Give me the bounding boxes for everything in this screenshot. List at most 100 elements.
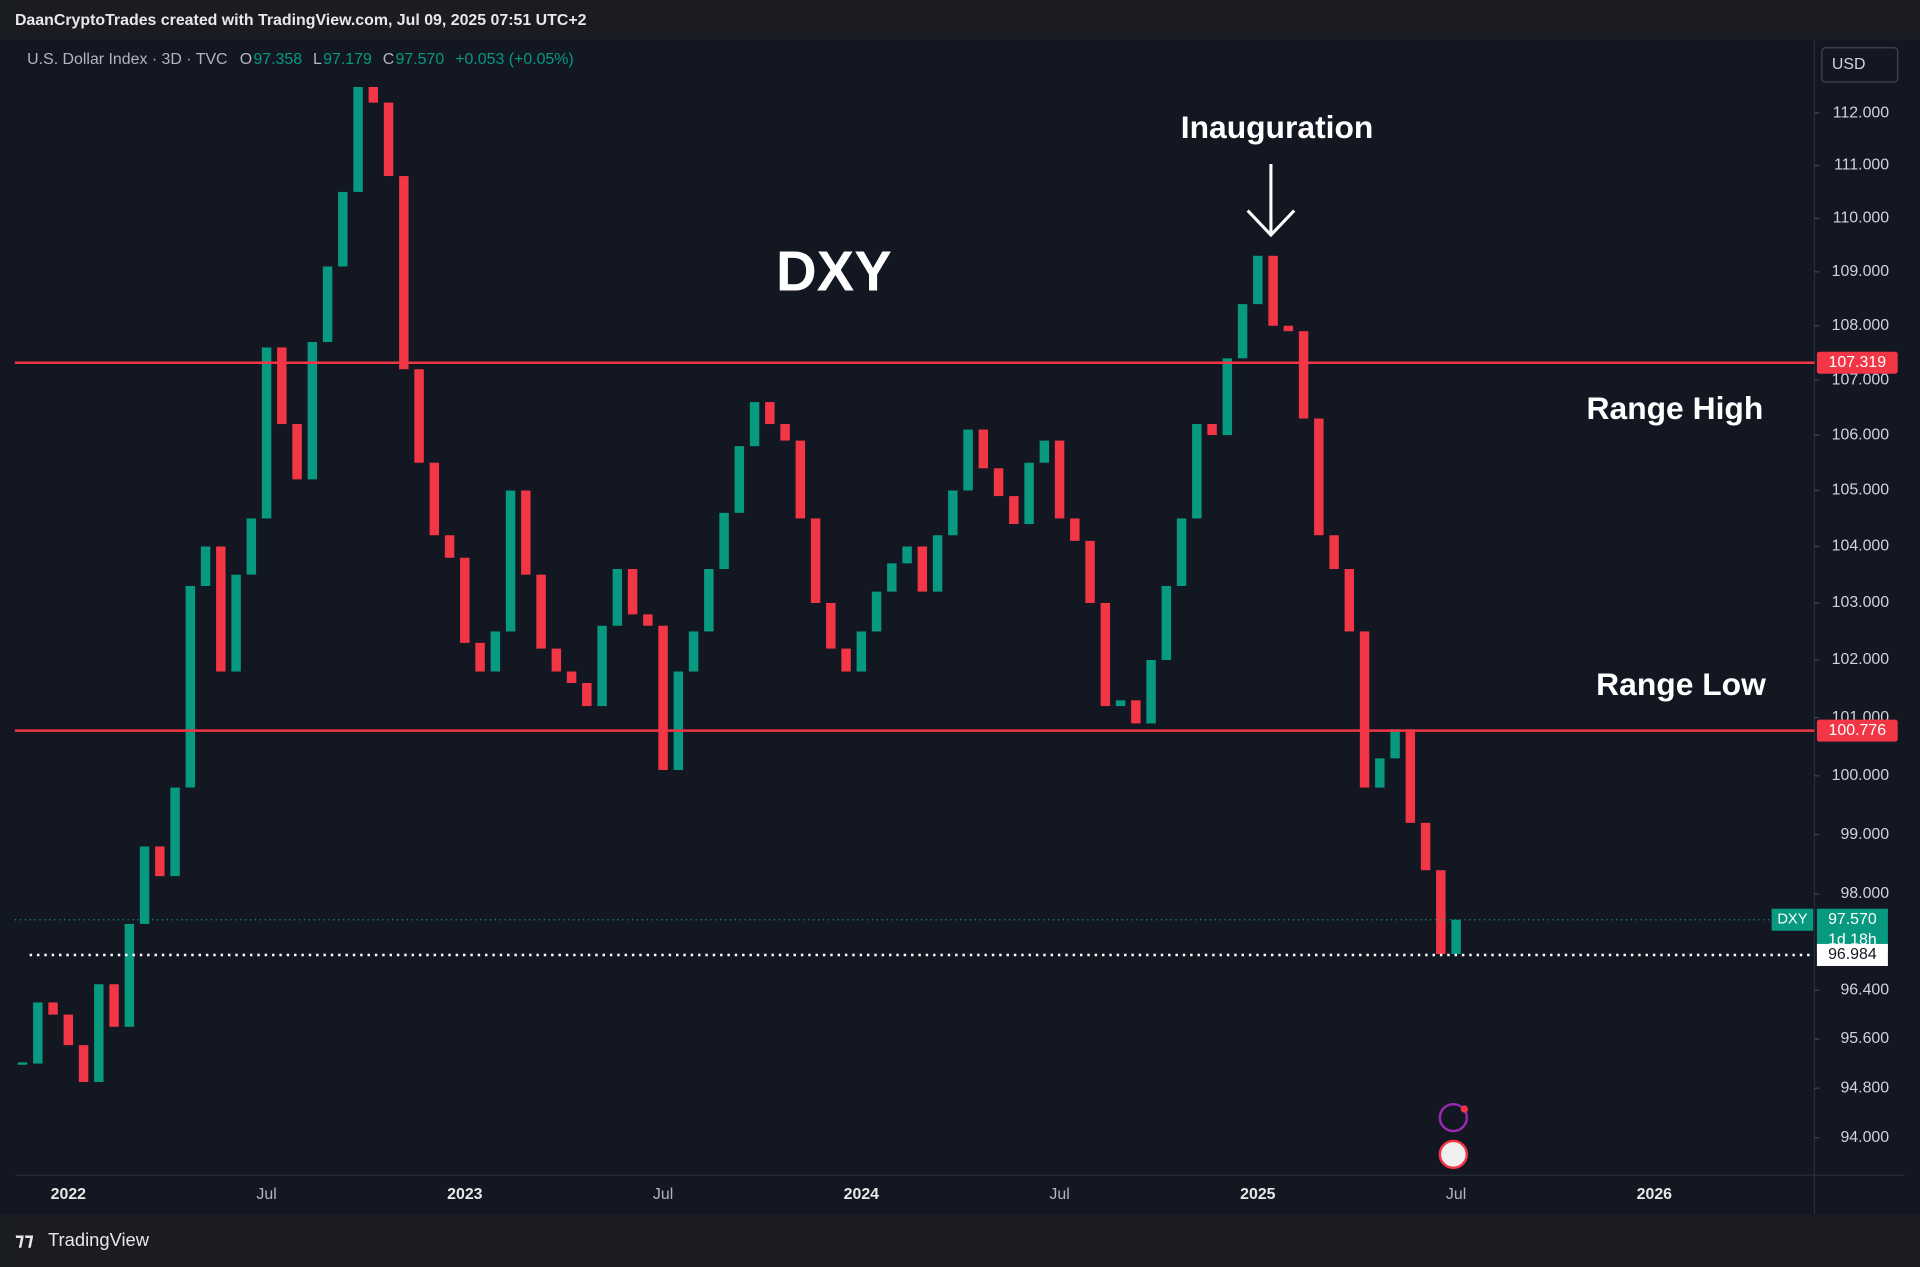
crosshair-badge bbox=[1816, 943, 1888, 966]
candle bbox=[704, 569, 714, 632]
candle bbox=[1298, 331, 1309, 419]
ohlc-value: 97.358 bbox=[253, 51, 302, 68]
alert-dot bbox=[1460, 1105, 1469, 1113]
candle bbox=[1253, 255, 1263, 305]
series-badge-label: DXY bbox=[1777, 912, 1807, 928]
candle bbox=[902, 546, 912, 564]
bottom-bar bbox=[0, 1214, 1920, 1267]
candle bbox=[1436, 870, 1446, 954]
ohlc-key: O bbox=[240, 51, 252, 68]
candle bbox=[856, 631, 867, 672]
candle bbox=[1344, 569, 1355, 632]
y-tick-label: 99.000 bbox=[1840, 826, 1889, 843]
candle bbox=[322, 266, 333, 343]
candle bbox=[33, 1002, 43, 1064]
candle bbox=[871, 591, 882, 632]
candle bbox=[643, 614, 653, 626]
candle bbox=[917, 546, 928, 592]
candle bbox=[1329, 535, 1339, 570]
candle bbox=[1359, 631, 1370, 788]
y-tick-label: 106.000 bbox=[1832, 426, 1890, 443]
candle bbox=[475, 642, 485, 672]
ohlc-value: 97.570 bbox=[396, 51, 445, 68]
candle bbox=[383, 102, 394, 177]
y-tick-label: 94.000 bbox=[1840, 1129, 1889, 1146]
candle bbox=[1420, 822, 1431, 871]
range-label: Range Low bbox=[1596, 666, 1766, 702]
candle bbox=[826, 602, 836, 649]
alert-icon[interactable] bbox=[1438, 1102, 1469, 1133]
candle bbox=[887, 563, 897, 592]
caption: DaanCryptoTrades created with TradingVie… bbox=[15, 12, 587, 29]
currency[interactable]: USD bbox=[1832, 56, 1866, 73]
price-badge bbox=[1816, 719, 1898, 742]
candle bbox=[978, 429, 989, 469]
y-tick-label: 105.000 bbox=[1832, 482, 1890, 499]
currency-button[interactable] bbox=[1821, 47, 1899, 83]
candle bbox=[536, 574, 546, 649]
candle bbox=[1192, 424, 1202, 519]
candle bbox=[429, 462, 440, 536]
y-tick-label: 102.000 bbox=[1832, 651, 1890, 668]
candle bbox=[566, 671, 577, 684]
x-tick-label: 2022 bbox=[51, 1186, 87, 1203]
candle bbox=[63, 1014, 74, 1046]
candle bbox=[1131, 700, 1141, 724]
y-tick-label: 95.600 bbox=[1840, 1030, 1889, 1047]
candle bbox=[200, 546, 211, 586]
y-tick-label: 108.000 bbox=[1832, 317, 1890, 334]
y-tick-label: 98.000 bbox=[1840, 885, 1889, 902]
x-tick-label: Jul bbox=[653, 1186, 673, 1203]
candle bbox=[1268, 255, 1278, 326]
y-tick-label: 111.000 bbox=[1834, 157, 1889, 174]
legend: U.S. Dollar Index · 3D · TVC O 97.358 L 97.… bbox=[27, 51, 574, 68]
y-tick-label: 100.000 bbox=[1832, 767, 1890, 784]
candle bbox=[155, 846, 165, 877]
candle bbox=[521, 490, 531, 575]
x-tick-label: 2023 bbox=[447, 1186, 483, 1203]
y-tick-label: 104.000 bbox=[1832, 538, 1890, 555]
candle bbox=[246, 518, 257, 575]
candle bbox=[414, 369, 424, 463]
logo-mark: ⁊⁊ bbox=[15, 1229, 34, 1250]
candle bbox=[1054, 440, 1065, 519]
y-tick-label: 103.000 bbox=[1832, 594, 1890, 611]
candle bbox=[94, 984, 104, 1083]
candle bbox=[261, 347, 272, 519]
candle bbox=[1024, 462, 1034, 525]
ohlc-key: C bbox=[383, 51, 395, 68]
candle bbox=[993, 468, 1004, 497]
candle bbox=[597, 625, 607, 707]
candle bbox=[551, 648, 562, 672]
candle bbox=[1039, 440, 1050, 463]
candle bbox=[216, 546, 226, 672]
candle bbox=[688, 631, 699, 672]
y-tick-label: 94.800 bbox=[1840, 1079, 1889, 1096]
candle bbox=[505, 490, 516, 632]
candle bbox=[1009, 496, 1019, 525]
candle bbox=[963, 429, 973, 491]
candle bbox=[399, 176, 409, 370]
x-tick-label: Jul bbox=[1446, 1186, 1466, 1203]
candle bbox=[795, 440, 806, 519]
candle bbox=[582, 683, 592, 707]
event-label: Inauguration bbox=[1181, 109, 1374, 145]
candle bbox=[307, 342, 318, 480]
footer: TradingView bbox=[48, 1229, 150, 1250]
last-price-label: 97.570 bbox=[1828, 911, 1877, 928]
y-tick-label: 107.000 bbox=[1832, 371, 1890, 388]
candle bbox=[1390, 729, 1400, 759]
candle bbox=[124, 923, 135, 1027]
candle bbox=[1176, 518, 1187, 586]
candle bbox=[841, 648, 851, 672]
candle bbox=[1207, 424, 1217, 436]
change: +0.053 (+0.05%) bbox=[455, 51, 574, 68]
event-arrow bbox=[1246, 164, 1296, 238]
event-icon[interactable] bbox=[1438, 1139, 1469, 1170]
candle bbox=[932, 535, 943, 592]
candle bbox=[1115, 700, 1126, 707]
candle bbox=[749, 402, 760, 447]
